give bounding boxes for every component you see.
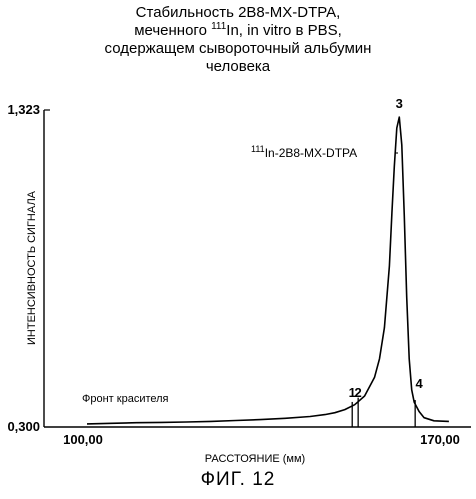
y-tick-label-bottom: 0,300 xyxy=(7,419,40,434)
series-annotation-sup: 111 xyxy=(251,144,265,154)
figure-caption: ФИГ. 12 xyxy=(0,469,476,491)
signal-series-line xyxy=(87,117,449,424)
chart-labels: 0,300 1,323 100,00 170,00 РАССТОЯНИЕ (мм) ИНТ… xyxy=(7,96,459,465)
chart-svg: 0,300 1,323 100,00 170,00 РАССТОЯНИЕ (мм) ИНТ… xyxy=(0,0,476,470)
dye-front-label: Фронт красителя xyxy=(82,393,169,405)
x-tick-label-right: 170,00 xyxy=(420,432,460,447)
y-tick-label-top: 1,323 xyxy=(7,102,40,117)
y-axis-label: ИНТЕНСИВНОСТЬ СИГНАЛА xyxy=(26,190,38,345)
peak-label-3: 3 xyxy=(396,96,403,111)
series-annotation-text: In-2B8-MX-DTPA xyxy=(265,146,357,160)
peak-label-4: 4 xyxy=(416,376,424,391)
x-tick-label-left: 100,00 xyxy=(63,432,103,447)
chart-marks xyxy=(87,117,449,427)
peak-label-2: 2 xyxy=(355,385,362,400)
x-axis-label: РАССТОЯНИЕ (мм) xyxy=(205,453,305,465)
series-annotation-label: 111In-2B8-MX-DTPA xyxy=(251,144,357,160)
axes xyxy=(44,110,471,427)
